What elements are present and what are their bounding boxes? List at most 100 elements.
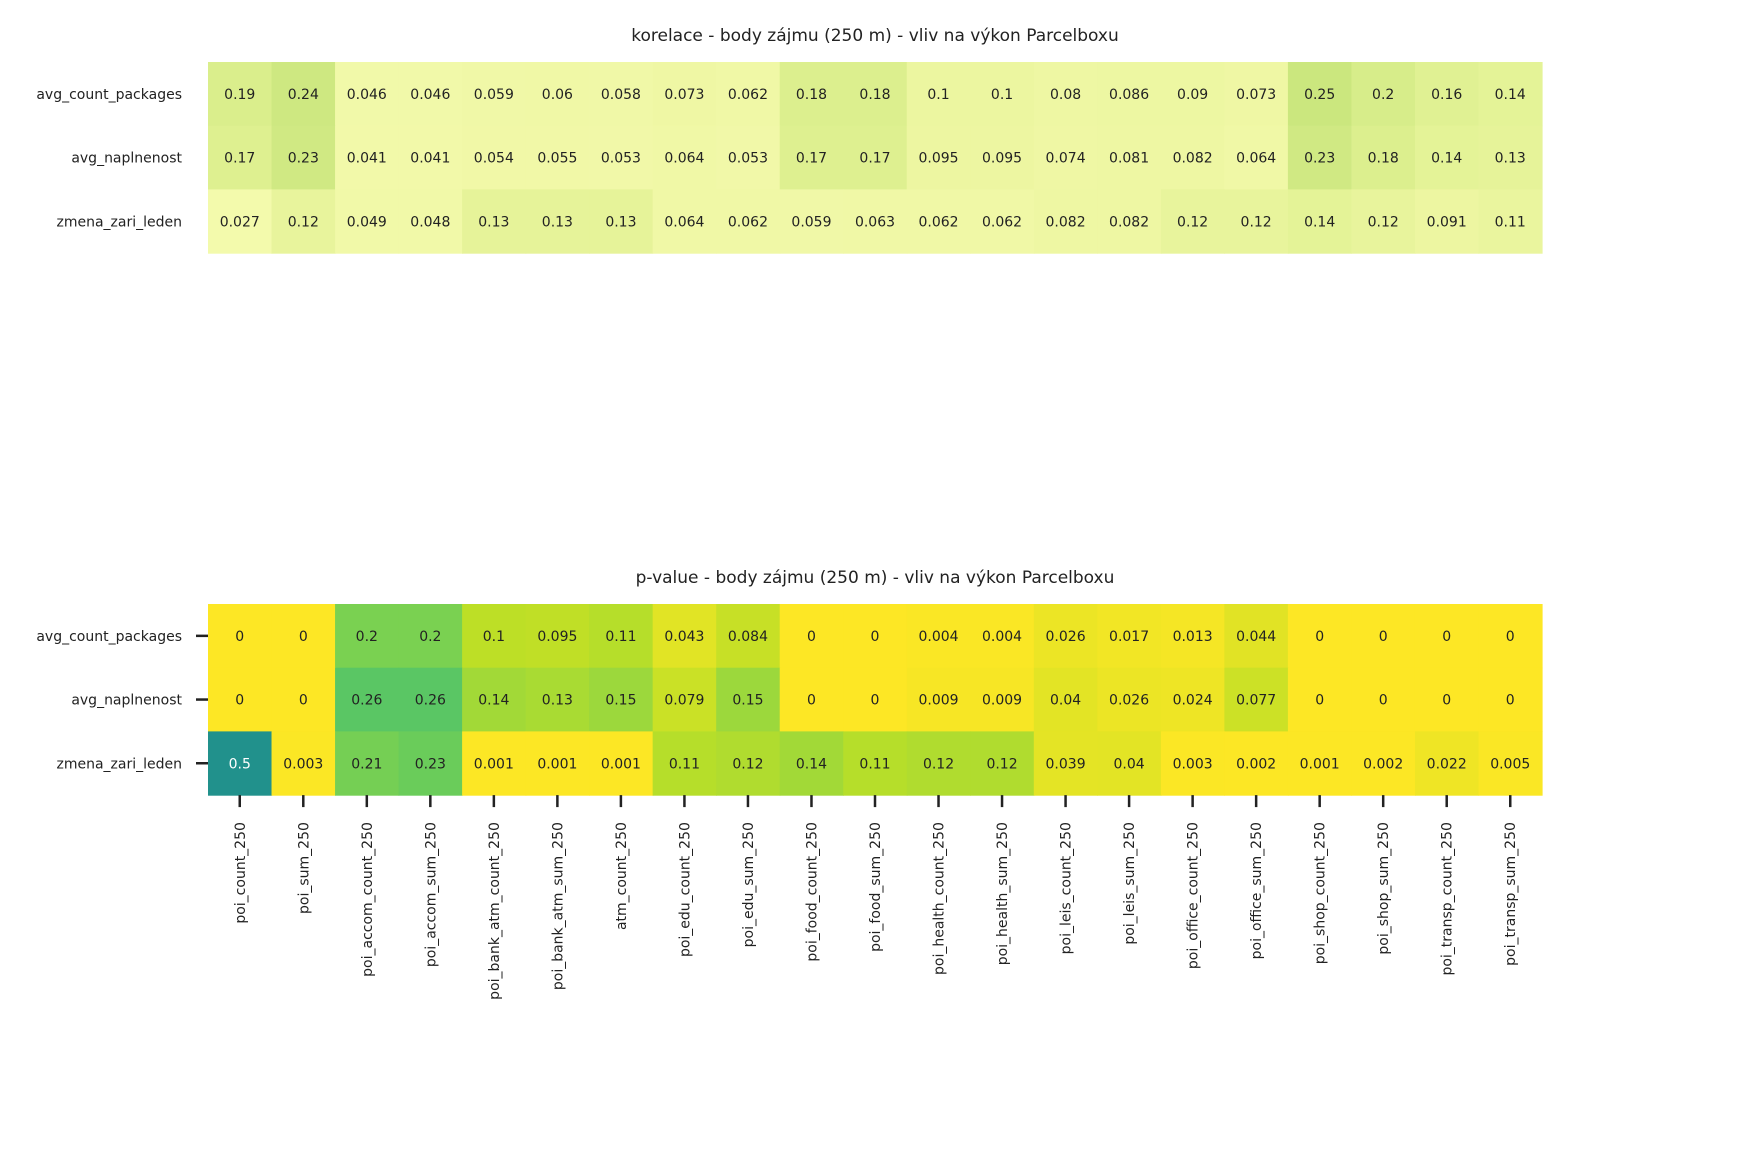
cell-value-label: 0.064	[1236, 151, 1276, 167]
heatmap-cell	[1097, 731, 1162, 796]
heatmap-cell	[398, 189, 463, 254]
row-label: avg_naplnenost	[71, 693, 182, 709]
heatmap-cell	[335, 189, 400, 254]
cell-value-label: 0.08	[1050, 87, 1081, 103]
heatmap-cell	[1351, 731, 1416, 796]
cell-value-label: 0.21	[351, 756, 382, 772]
heatmap-cell	[779, 731, 844, 796]
heatmap-cell	[1351, 125, 1416, 190]
cell-value-label: 0	[1442, 693, 1451, 709]
cell-value-label: 0	[235, 629, 244, 645]
cell-value-label: 0.074	[1046, 151, 1086, 167]
cell-value-label: 0.095	[982, 151, 1022, 167]
heatmap-cell	[589, 667, 654, 732]
heatmap-cell	[1287, 189, 1353, 254]
heatmap-cell	[589, 62, 654, 127]
cell-value-label: 0.12	[923, 756, 954, 772]
cell-value-label: 0.13	[542, 693, 573, 709]
heatmap-cell	[208, 731, 273, 796]
heatmap-cell	[335, 62, 400, 127]
cell-value-label: 0.044	[1236, 629, 1276, 645]
cell-value-label: 0.017	[1109, 629, 1149, 645]
cell-value-label: 0.004	[918, 629, 958, 645]
heatmap-cell	[652, 667, 717, 732]
heatmap-cell	[1414, 604, 1480, 669]
cell-value-label: 0.073	[664, 87, 704, 103]
chart-title-correlation: korelace - body zájmu (250 m) - vliv na …	[631, 26, 1119, 46]
column-label: poi_accom_sum_250	[423, 822, 439, 967]
heatmap-cell	[779, 604, 844, 669]
cell-value-label: 0.002	[1363, 756, 1403, 772]
row-label: avg_count_packages	[36, 87, 182, 103]
heatmap-cell	[589, 604, 654, 669]
heatmap-cell	[1287, 667, 1353, 732]
heatmap-cell	[652, 604, 717, 669]
pvalue-heatmap: avg_count_packages 0 0 0.2 0.2 0.1 0.095 0.11 0.…	[36, 604, 1543, 1000]
heatmap-cell	[208, 189, 273, 254]
column-label: poi_food_count_250	[804, 822, 820, 962]
cell-value-label: 0.16	[1431, 87, 1462, 103]
heatmap-cell	[589, 189, 654, 254]
heatmap-cell	[1160, 62, 1225, 127]
column-label: poi_leis_count_250	[1059, 822, 1075, 954]
heatmap-cell	[843, 667, 908, 732]
column-label: poi_shop_count_250	[1313, 822, 1329, 964]
heatmap-cell	[398, 125, 463, 190]
heatmap-cell	[335, 731, 400, 796]
heatmap-cell	[271, 189, 336, 254]
heatmap-cell	[1097, 189, 1162, 254]
heatmap-cell	[1224, 667, 1289, 732]
cell-value-label: 0.5	[229, 756, 251, 772]
heatmap-cell	[1033, 667, 1098, 732]
heatmap-cell	[1033, 62, 1098, 127]
heatmap-cell	[652, 189, 717, 254]
heatmap-cell	[1287, 604, 1353, 669]
cell-value-label: 0.17	[859, 151, 890, 167]
heatmap-cell	[1287, 125, 1353, 190]
heatmap-cell	[843, 189, 908, 254]
cell-value-label: 0.009	[918, 693, 958, 709]
cell-value-label: 0.062	[918, 214, 958, 230]
column-label: poi_transp_sum_250	[1503, 822, 1519, 966]
heatmap-cell	[1224, 125, 1289, 190]
cell-value-label: 0.039	[1046, 756, 1086, 772]
cell-value-label: 0	[299, 693, 308, 709]
heatmap-cell	[525, 731, 590, 796]
cell-value-label: 0.082	[1173, 151, 1213, 167]
cell-value-label: 0.062	[982, 214, 1022, 230]
cell-value-label: 0.24	[288, 87, 319, 103]
heatmap-cell	[716, 62, 781, 127]
heatmap-cell	[1478, 604, 1543, 669]
heatmap-cell	[1414, 667, 1480, 732]
heatmap-cell	[779, 62, 844, 127]
cell-value-label: 0.053	[601, 151, 641, 167]
cell-value-label: 0.18	[859, 87, 890, 103]
cell-value-label: 0.013	[1173, 629, 1213, 645]
heatmap-cell	[1478, 667, 1543, 732]
heatmap-cell	[208, 604, 273, 669]
cell-value-label: 0.053	[728, 151, 768, 167]
cell-value-label: 0.046	[347, 87, 387, 103]
column-label: poi_transp_count_250	[1440, 822, 1456, 975]
column-label: poi_office_count_250	[1186, 822, 1202, 969]
cell-value-label: 0.059	[791, 214, 831, 230]
heatmap-cell	[398, 604, 463, 669]
heatmap-cell	[779, 667, 844, 732]
cell-value-label: 0.001	[1300, 756, 1340, 772]
column-label: poi_edu_sum_250	[741, 822, 757, 947]
cell-value-label: 0	[1315, 693, 1324, 709]
heatmap-cell	[462, 604, 527, 669]
heatmap-cell	[906, 604, 971, 669]
heatmap-cell	[716, 667, 781, 732]
heatmap-cell	[398, 62, 463, 127]
heatmap-cell	[208, 62, 273, 127]
cell-value-label: 0.054	[474, 151, 514, 167]
row-label: avg_naplnenost	[71, 151, 182, 167]
cell-value-label: 0.14	[1431, 151, 1462, 167]
cell-value-label: 0	[871, 693, 880, 709]
cell-value-label: 0	[235, 693, 244, 709]
heatmap-cell	[652, 731, 717, 796]
cell-value-label: 0.026	[1109, 693, 1149, 709]
cell-value-label: 0.14	[1495, 87, 1526, 103]
correlation-heatmap: avg_count_packages 0.19 0.24 0.046 0.046 0.05…	[36, 62, 1543, 254]
